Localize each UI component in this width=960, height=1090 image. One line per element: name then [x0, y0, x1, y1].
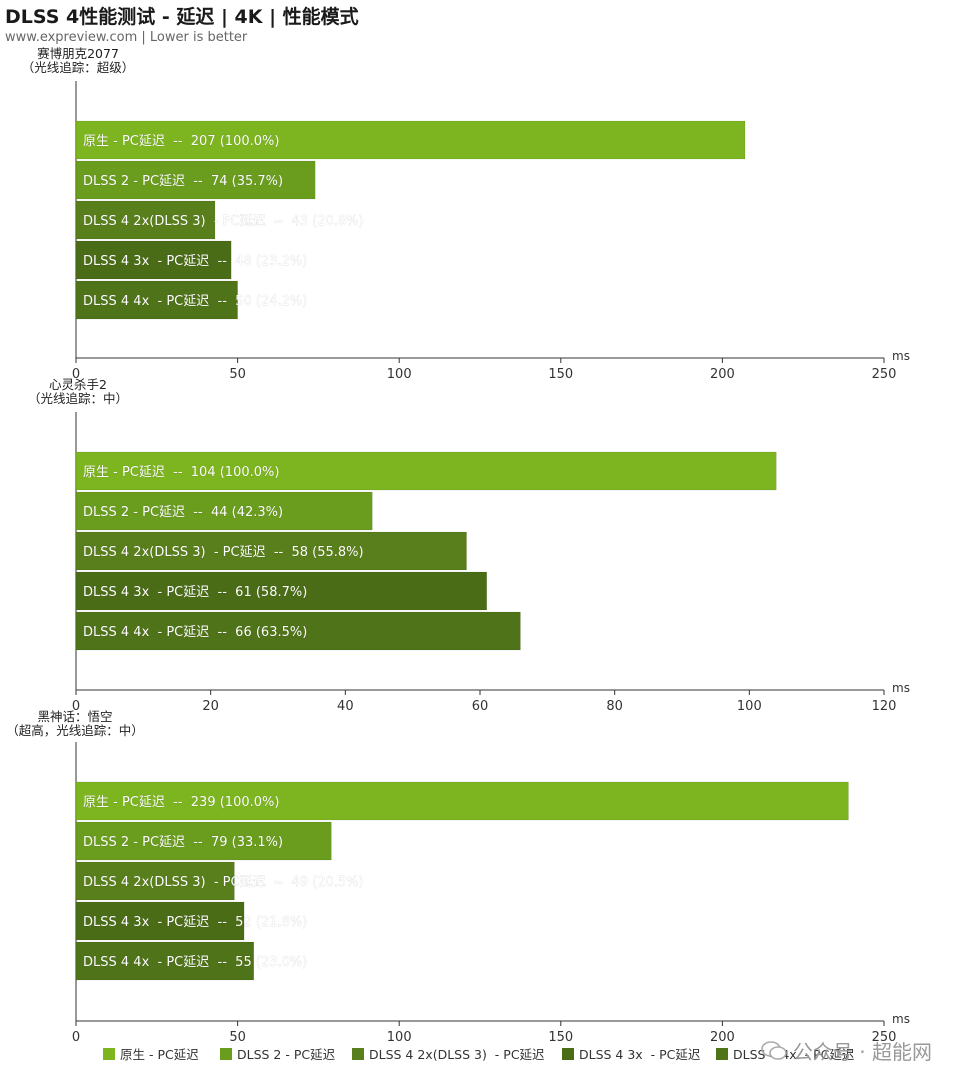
- watermark-text: 公众号 · 超能网: [792, 1040, 932, 1064]
- chart-1-bar-2: [75, 160, 316, 200]
- chart-3-bar-label-3: DLSS 4 2x(DLSS 3) - PC延迟 -- 49 (20.5%): [83, 875, 364, 890]
- chart-1-bar-label-4: DLSS 4 3x - PC延迟 -- 48 (23.2%): [83, 254, 307, 269]
- chart-1-bar-1: [75, 120, 746, 160]
- chart-2-bar-label-2: DLSS 2 - PC延迟 -- 44 (42.3%): [83, 505, 283, 520]
- chart-3-title: 黑神话：悟空 （超高，光线追踪：中）: [0, 710, 150, 738]
- chart-1-settings: （光线追踪：超级）: [21, 60, 135, 75]
- chart-3-unit-label: ms: [892, 1012, 910, 1026]
- chart-3-tick-label-5: 250: [872, 1030, 897, 1045]
- wechat-icon: [761, 1040, 787, 1060]
- chart-3-tick-label-0: 0: [72, 1030, 80, 1045]
- page-subtitle: www.expreview.com | Lower is better: [5, 30, 248, 45]
- chart-1-bar-label-2: DLSS 2 - PC延迟 -- 74 (35.7%): [83, 174, 283, 189]
- chart-3-settings: （超高，光线追踪：中）: [6, 723, 144, 738]
- legend-swatch-3: [352, 1048, 364, 1060]
- legend-item-4: DLSS 4 3x - PC延迟: [579, 1047, 701, 1062]
- chart-3-bar-3: [75, 861, 235, 901]
- chart-2-bar-1: [75, 451, 777, 491]
- chart-1-tick-label-1: 50: [229, 367, 246, 382]
- chart-1-bar-4: [75, 240, 232, 280]
- chart-1-game: 赛博朋克2077: [37, 46, 119, 61]
- chart-2-tick-label-2: 40: [337, 699, 354, 714]
- chart-3-tick-label-3: 150: [548, 1030, 573, 1045]
- legend-swatch-1: [103, 1048, 115, 1060]
- chart-3-bar-2: [75, 821, 332, 861]
- chart-2-bar-label-3: DLSS 4 2x(DLSS 3) - PC延迟 -- 58 (55.8%): [83, 545, 364, 560]
- chart-2-tick-label-1: 20: [202, 699, 219, 714]
- chart-1-tick-label-5: 250: [872, 367, 897, 382]
- legend-item-2: DLSS 2 - PC延迟: [237, 1047, 336, 1062]
- chart-2-tick-label-3: 60: [472, 699, 489, 714]
- legend-swatch-2: [220, 1048, 232, 1060]
- chart-1-bar-5: [75, 280, 238, 320]
- chart-2-tick-label-4: 80: [606, 699, 623, 714]
- chart-2-tick-label-6: 120: [872, 699, 897, 714]
- chart-1-bar-label-3: DLSS 4 2x(DLSS 3) - PC延迟 -- 43 (20.8%): [83, 214, 364, 229]
- chart-1-title: 赛博朋克2077 （光线追踪：超级）: [8, 47, 148, 75]
- chart-3-bar-label-2: DLSS 2 - PC延迟 -- 79 (33.1%): [83, 835, 283, 850]
- legend-swatch-4: [562, 1048, 574, 1060]
- chart-2-bar-3: [75, 531, 467, 571]
- chart-2-settings: （光线追踪：中）: [27, 391, 128, 406]
- chart-1-tick-label-4: 200: [710, 367, 735, 382]
- chart-2-bar-label-5: DLSS 4 4x - PC延迟 -- 66 (63.5%): [83, 625, 307, 640]
- chart-2-bar-4: [75, 571, 487, 611]
- chart-1-unit-label: ms: [892, 349, 910, 363]
- chart-2-game: 心灵杀手2: [49, 377, 107, 392]
- chart-1-tick-label-2: 100: [387, 367, 412, 382]
- legend-swatch-5: [716, 1048, 728, 1060]
- chart-3-bar-label-5: DLSS 4 4x - PC延迟 -- 55 (23.0%): [83, 955, 307, 970]
- chart-1-bar-label-1: 原生 - PC延迟 -- 207 (100.0%): [83, 134, 279, 149]
- chart-3-bar-label-4: DLSS 4 3x - PC延迟 -- 52 (21.8%): [83, 915, 307, 930]
- legend-item-1: 原生 - PC延迟: [120, 1047, 199, 1062]
- chart-2-tick-label-0: 0: [72, 699, 80, 714]
- chart-2-tick-label-5: 100: [737, 699, 762, 714]
- watermark: 公众号 · 超能网: [761, 1036, 932, 1065]
- chart-1-bar-3: [75, 200, 216, 240]
- legend-item-3: DLSS 4 2x(DLSS 3) - PC延迟: [369, 1047, 545, 1062]
- chart-3-tick-label-4: 200: [710, 1030, 735, 1045]
- chart-2-title: 心灵杀手2 （光线追踪：中）: [8, 378, 148, 406]
- chart-3-bar-1: [75, 781, 849, 821]
- legend-item-5: DLSS 4 4x - PC延迟: [733, 1047, 855, 1062]
- chart-1-tick-label-0: 0: [72, 367, 80, 382]
- chart-3-bar-5: [75, 941, 255, 981]
- chart-1-tick-label-3: 150: [548, 367, 573, 382]
- chart-1-bar-label-5: DLSS 4 4x - PC延迟 -- 50 (24.2%): [83, 294, 307, 309]
- chart-3-tick-label-1: 50: [229, 1030, 246, 1045]
- chart-2-unit-label: ms: [892, 681, 910, 695]
- chart-3-bar-label-1: 原生 - PC延迟 -- 239 (100.0%): [83, 795, 279, 810]
- chart-2-bar-label-1: 原生 - PC延迟 -- 104 (100.0%): [83, 465, 279, 480]
- chart-2-bar-label-4: DLSS 4 3x - PC延迟 -- 61 (58.7%): [83, 585, 307, 600]
- chart-3-tick-label-2: 100: [387, 1030, 412, 1045]
- page-title: DLSS 4性能测试 - 延迟 | 4K | 性能模式: [5, 6, 359, 28]
- chart-2-bar-5: [75, 611, 521, 651]
- chart-2-bar-2: [75, 491, 373, 531]
- chart-3-bar-4: [75, 901, 245, 941]
- chart-3-game: 黑神话：悟空: [37, 709, 113, 724]
